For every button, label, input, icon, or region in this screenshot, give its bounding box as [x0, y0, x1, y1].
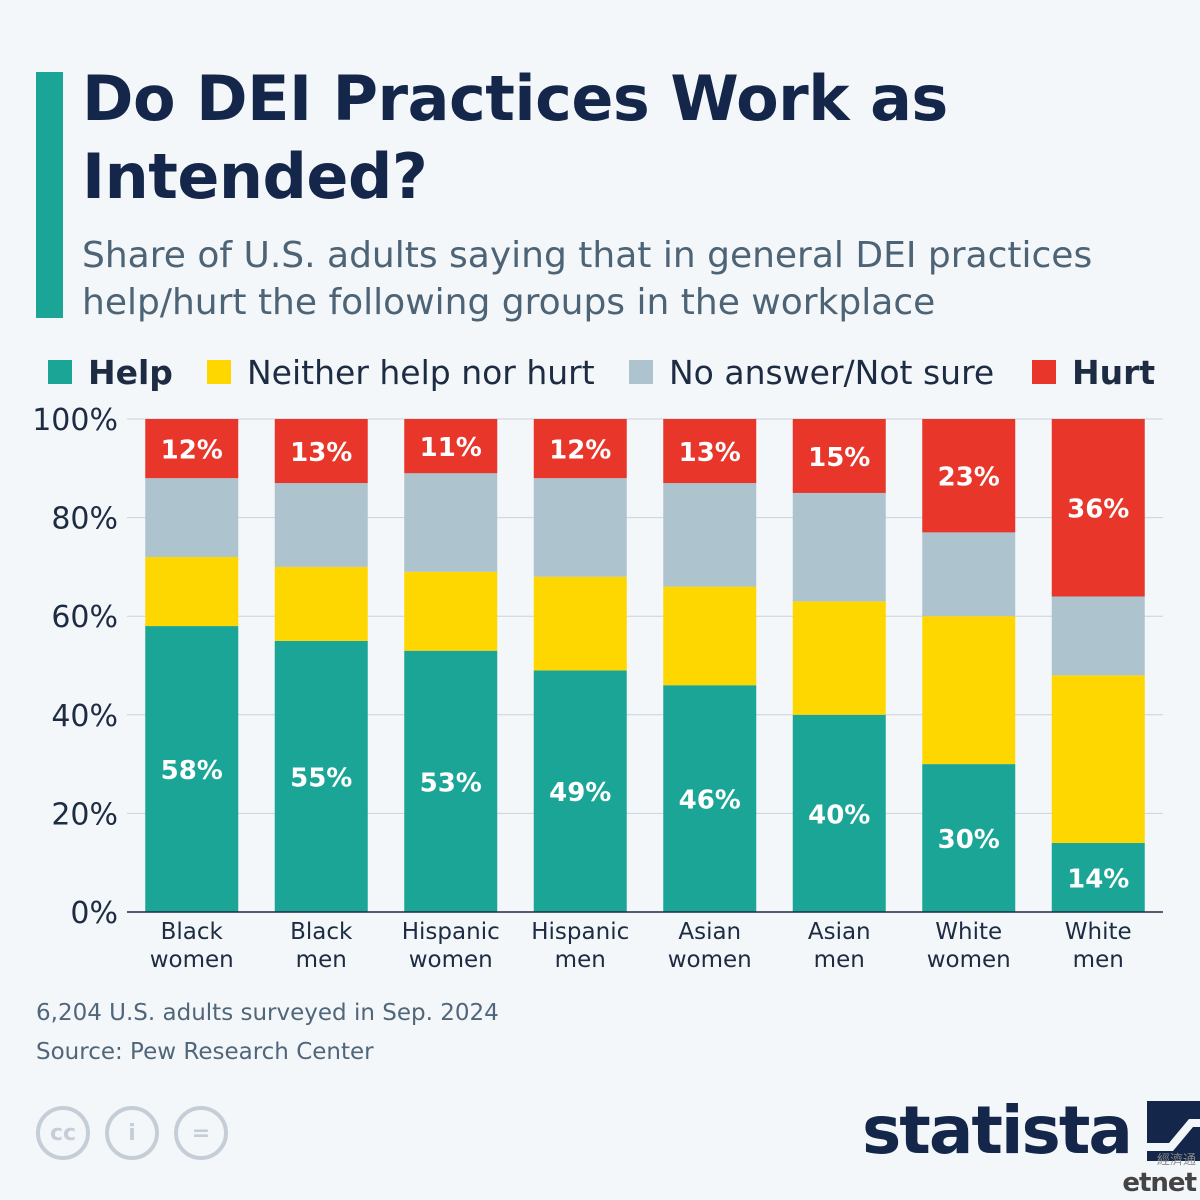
bar-segment [792, 714, 886, 912]
x-tick-label: women [668, 947, 752, 973]
bar-segment [922, 532, 1016, 617]
y-tick-label: 100% [32, 403, 118, 438]
watermark-big: etnet [1122, 1168, 1197, 1198]
legend-label: No answer/Not sure [669, 352, 995, 392]
title-accent-bar [36, 72, 63, 318]
y-tick-label: 20% [51, 797, 118, 832]
x-tick-label: Asian [678, 919, 741, 945]
data-label: 30% [938, 825, 1000, 855]
data-label: 12% [161, 436, 223, 466]
y-tick-label: 60% [51, 600, 118, 635]
data-label: 13% [290, 438, 352, 468]
legend-label: Help [88, 352, 173, 392]
bar-segment [145, 557, 239, 627]
x-tick-label: men [814, 947, 865, 973]
bar-segment [404, 650, 498, 912]
data-label: 15% [808, 443, 870, 473]
bar-segment [663, 586, 757, 686]
data-label: 12% [549, 436, 611, 466]
bar-segment [274, 640, 368, 912]
brand-name: statista [862, 1092, 1133, 1169]
data-label: 58% [161, 756, 223, 786]
bar-segment [1051, 419, 1145, 597]
attribution-icon[interactable]: i [105, 1106, 159, 1160]
bar-segment [404, 419, 498, 474]
legend-item-help: Help [48, 350, 173, 394]
creative-commons-icon[interactable]: cc [36, 1106, 90, 1160]
bar-segment [404, 473, 498, 572]
legend-swatch [207, 360, 231, 384]
source-note: Source: Pew Research Center [36, 1039, 374, 1065]
legend-label: Hurt [1072, 352, 1156, 392]
bar-segment [663, 483, 757, 587]
statista-logo[interactable]: statista [862, 1092, 1200, 1169]
statista-mark-icon [1146, 1100, 1200, 1161]
y-tick-label: 0% [70, 896, 118, 931]
data-label: 23% [938, 463, 1000, 493]
bar-segment [922, 616, 1016, 765]
bar-segment [404, 571, 498, 651]
legend-swatch [1032, 360, 1056, 384]
y-tick-label: 80% [51, 502, 118, 537]
bar-segment [145, 478, 239, 558]
data-label: 40% [808, 800, 870, 830]
survey-note: 6,204 U.S. adults surveyed in Sep. 2024 [36, 1000, 499, 1026]
license-icons: cc i = [36, 1106, 228, 1160]
x-tick-label: Black [290, 919, 353, 945]
x-tick-label: women [409, 947, 493, 973]
x-tick-label: men [555, 947, 606, 973]
data-label: 46% [679, 786, 741, 816]
x-tick-label: women [150, 947, 234, 973]
x-tick-label: Hispanic [402, 919, 500, 945]
watermark-small: 經濟通 [1156, 1153, 1196, 1168]
bar-segment [1051, 596, 1145, 676]
data-label: 13% [679, 438, 741, 468]
bar-segment [1051, 842, 1145, 912]
x-tick-label: women [927, 947, 1011, 973]
bar-segment [145, 419, 239, 479]
bar-segment [792, 492, 886, 602]
x-tick-label: Asian [808, 919, 871, 945]
chart-legend: Help Neither help nor hurt No answer/Not… [48, 350, 1178, 394]
bar-segment [533, 670, 627, 912]
chart-subtitle: Share of U.S. adults saying that in gene… [82, 235, 1093, 323]
legend-label: Neither help nor hurt [247, 352, 595, 392]
bar-segment [1051, 675, 1145, 843]
bar-segment [792, 601, 886, 715]
no-derivatives-icon[interactable]: = [174, 1106, 228, 1160]
bar-segment [663, 419, 757, 484]
data-label: 49% [549, 778, 611, 808]
legend-item-neither: Neither help nor hurt [207, 350, 595, 394]
legend-item-hurt: Hurt [1032, 350, 1155, 394]
bar-segment [533, 419, 627, 479]
x-tick-label: White [1065, 919, 1132, 945]
bar-segment [145, 626, 239, 912]
bar-segment [533, 576, 627, 671]
legend-swatch [48, 360, 72, 384]
chart-title: Do DEI Practices Work as Intended? [82, 62, 948, 213]
bar-segment [274, 566, 368, 641]
data-label: 53% [420, 768, 482, 798]
data-label: 14% [1067, 864, 1129, 894]
y-tick-label: 40% [51, 699, 118, 734]
data-label: 55% [290, 763, 352, 793]
legend-item-no-answer: No answer/Not sure [629, 350, 994, 394]
bar-segment [274, 483, 368, 567]
bar-segment [792, 419, 886, 493]
bar-segment [922, 419, 1016, 533]
legend-swatch [629, 360, 653, 384]
data-label: 11% [420, 433, 482, 463]
bar-segment [533, 478, 627, 577]
bar-segment [922, 764, 1016, 912]
etnet-watermark: 經濟通 etnet [1116, 1153, 1197, 1198]
stacked-bar-chart: 0%20%40%60%80%100%58%12%Blackwomen55%13%… [32, 403, 1163, 973]
bar-segment [274, 419, 368, 484]
bar-segment [663, 685, 757, 912]
x-tick-label: men [296, 947, 347, 973]
x-tick-label: men [1073, 947, 1124, 973]
x-tick-label: White [935, 919, 1002, 945]
x-tick-label: Hispanic [531, 919, 629, 945]
data-label: 36% [1067, 495, 1129, 525]
x-tick-label: Black [161, 919, 224, 945]
